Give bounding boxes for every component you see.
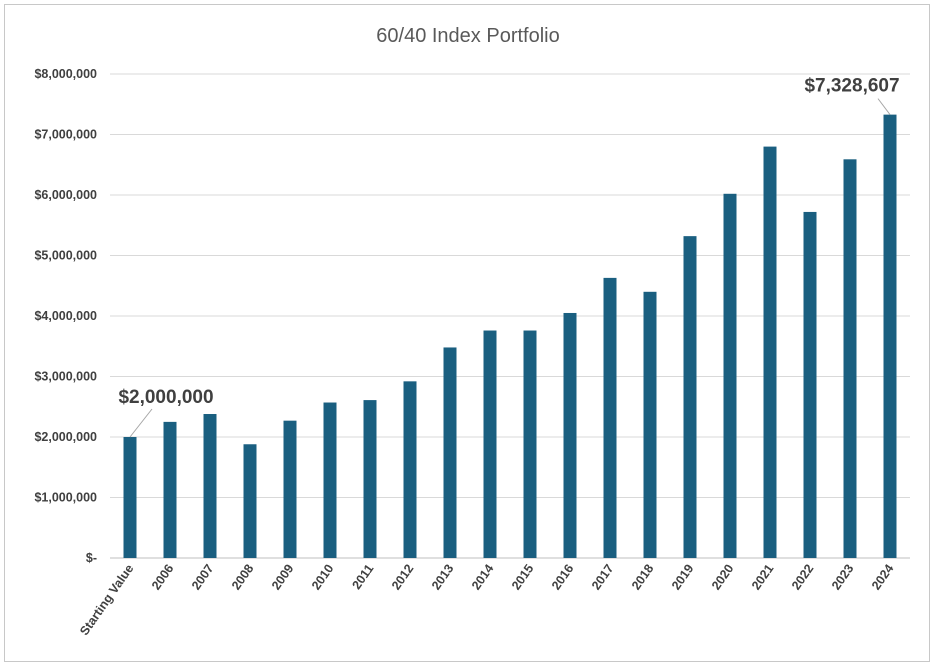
bar	[803, 211, 817, 558]
callout-label: $7,328,607	[804, 76, 899, 97]
bars	[123, 114, 897, 559]
bar	[123, 437, 137, 558]
y-tick-label: $5,000,000	[34, 249, 97, 263]
x-tick-label: 2021	[749, 562, 776, 593]
bar	[603, 277, 617, 558]
x-tick-label: 2007	[189, 562, 216, 593]
bar	[563, 312, 577, 558]
bar	[483, 330, 497, 558]
x-tick-label: 2023	[829, 562, 856, 593]
bar	[683, 236, 697, 558]
bar	[883, 114, 897, 559]
x-tick-label: 2016	[549, 562, 576, 593]
y-tick-label: $6,000,000	[34, 188, 97, 202]
chart-title: 60/40 Index Portfolio	[376, 25, 559, 47]
gridlines	[110, 73, 910, 559]
x-tick-label: 2018	[629, 562, 656, 593]
bar	[243, 444, 257, 558]
bar	[523, 330, 537, 558]
x-tick-label: 2013	[429, 562, 456, 593]
bar	[643, 291, 657, 558]
x-tick-label: 2010	[309, 562, 336, 593]
callout-leader-line	[129, 408, 153, 438]
x-tick-label: 2014	[469, 562, 496, 593]
x-tick-label: 2009	[269, 562, 296, 593]
x-tick-label: Starting Value	[77, 562, 136, 638]
y-tick-label: $7,000,000	[34, 128, 97, 142]
x-tick-label: 2008	[229, 562, 256, 593]
bar	[723, 193, 737, 559]
bar	[203, 414, 217, 558]
x-tick-label: 2017	[589, 562, 616, 593]
y-axis-tick-labels: $- $1,000,000 $2,000,000 $3,000,000 $4,000,0…	[34, 67, 97, 565]
x-tick-label: 2022	[789, 562, 816, 593]
callout-label: $2,000,000	[118, 387, 213, 408]
bar	[443, 347, 457, 558]
x-tick-label: 2019	[669, 562, 696, 593]
bar	[323, 402, 337, 558]
y-tick-label: $4,000,000	[34, 309, 97, 323]
x-tick-label: 2020	[709, 562, 736, 593]
bar	[843, 159, 857, 558]
y-tick-label: $1,000,000	[34, 491, 97, 505]
x-axis-tick-labels: Starting Value 2006 2007 2008 2009 2010 2011 20…	[77, 562, 896, 638]
x-tick-label: 2011	[349, 562, 376, 592]
x-tick-label: 2006	[149, 562, 176, 593]
bar	[283, 420, 297, 558]
x-tick-label: 2015	[509, 562, 536, 593]
y-tick-label: $2,000,000	[34, 430, 97, 444]
callout-leader-line	[877, 98, 891, 115]
bar	[403, 381, 417, 558]
x-tick-label: 2012	[389, 562, 416, 593]
y-tick-label: $-	[86, 551, 97, 565]
bar	[763, 146, 777, 558]
y-tick-label: $8,000,000	[34, 67, 97, 81]
bar	[163, 421, 177, 558]
bar	[363, 400, 377, 558]
y-tick-label: $3,000,000	[34, 370, 97, 384]
x-tick-label: 2024	[869, 562, 896, 593]
callouts: $2,000,000 $7,328,607	[118, 76, 900, 438]
